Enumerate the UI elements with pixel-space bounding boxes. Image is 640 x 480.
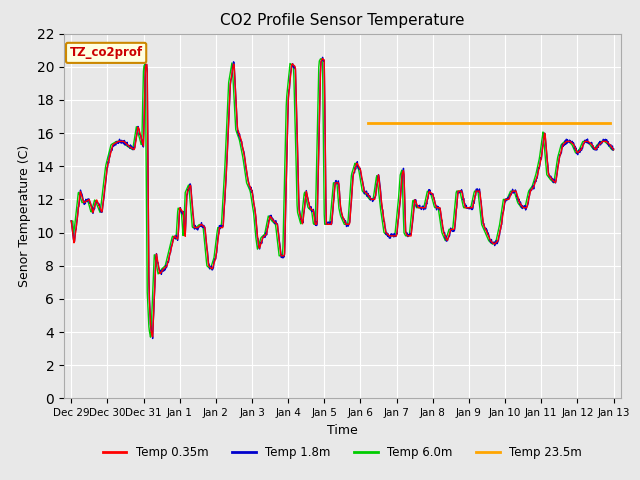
Line: Temp 1.8m: Temp 1.8m [71, 57, 614, 338]
Temp 0.35m [67, 218, 75, 224]
Y-axis label: Senor Temperature (C): Senor Temperature (C) [18, 145, 31, 287]
Temp 0.35m [319, 56, 326, 61]
Temp 0.35m [492, 240, 499, 246]
Legend: Temp 0.35m, Temp 1.8m, Temp 6.0m, Temp 23.5m: Temp 0.35m, Temp 1.8m, Temp 6.0m, Temp 2… [98, 441, 587, 464]
Temp 1.8m [501, 197, 509, 203]
Temp 1.8m [307, 204, 314, 210]
Temp 0.35m [149, 334, 157, 340]
Temp 23.5m [606, 120, 614, 126]
Temp 1.8m [123, 140, 131, 146]
Text: TZ_co2prof: TZ_co2prof [70, 47, 143, 60]
Temp 6.0m [441, 236, 449, 242]
Temp 6.0m [492, 239, 499, 244]
Temp 1.8m [149, 336, 157, 341]
Temp 6.0m [147, 334, 154, 340]
Temp 6.0m [307, 207, 314, 213]
Line: Temp 0.35m: Temp 0.35m [71, 59, 614, 337]
Line: Temp 6.0m: Temp 6.0m [71, 59, 614, 337]
Temp 1.8m [610, 146, 618, 152]
Temp 6.0m [610, 147, 618, 153]
Temp 6.0m [287, 61, 295, 67]
Temp 6.0m [123, 143, 131, 149]
Temp 6.0m [67, 218, 75, 224]
Temp 0.35m [287, 68, 295, 73]
Temp 1.8m [441, 230, 449, 236]
Temp 0.35m [501, 197, 509, 203]
Temp 1.8m [287, 68, 295, 73]
Temp 1.8m [67, 218, 75, 224]
Title: CO2 Profile Sensor Temperature: CO2 Profile Sensor Temperature [220, 13, 465, 28]
Temp 0.35m [123, 141, 131, 147]
Temp 1.8m [492, 241, 499, 247]
Temp 0.35m [307, 205, 314, 211]
Temp 6.0m [501, 196, 509, 202]
Temp 0.35m [610, 147, 618, 153]
Temp 1.8m [319, 54, 326, 60]
Temp 6.0m [317, 56, 324, 61]
X-axis label: Time: Time [327, 424, 358, 437]
Temp 23.5m [364, 120, 372, 126]
Temp 0.35m [441, 232, 449, 238]
